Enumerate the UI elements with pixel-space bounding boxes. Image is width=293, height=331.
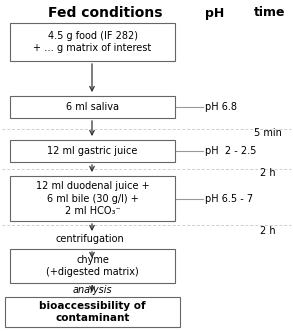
- Bar: [5, 297, 180, 327]
- Text: 4.5 g food (IF 282)
+ … g matrix of interest: 4.5 g food (IF 282) + … g matrix of inte…: [33, 30, 151, 53]
- Bar: [10, 96, 175, 118]
- Text: centrifugation: centrifugation: [55, 234, 124, 244]
- Bar: [10, 176, 175, 221]
- Text: 2 h: 2 h: [260, 168, 276, 178]
- Text: Fed conditions: Fed conditions: [48, 6, 162, 20]
- Text: time: time: [254, 7, 286, 20]
- Bar: [10, 249, 175, 283]
- Text: pH: pH: [205, 7, 225, 20]
- Text: bioaccessibility of
contaminant: bioaccessibility of contaminant: [39, 301, 146, 323]
- Bar: [10, 140, 175, 162]
- Text: 5 min: 5 min: [254, 128, 282, 138]
- Bar: [10, 23, 175, 61]
- Text: 6 ml saliva: 6 ml saliva: [66, 102, 119, 112]
- Text: pH 6.5 - 7: pH 6.5 - 7: [205, 194, 253, 204]
- Text: chyme
(+digested matrix): chyme (+digested matrix): [46, 255, 139, 277]
- Text: 12 ml gastric juice: 12 ml gastric juice: [47, 146, 138, 156]
- Text: pH 6.8: pH 6.8: [205, 102, 237, 112]
- Text: 12 ml duodenal juice +
6 ml bile (30 g/l) +
2 ml HCO₃⁻: 12 ml duodenal juice + 6 ml bile (30 g/l…: [36, 181, 149, 216]
- Text: analysis: analysis: [72, 285, 112, 295]
- Text: pH  2 - 2.5: pH 2 - 2.5: [205, 146, 256, 156]
- Text: 2 h: 2 h: [260, 226, 276, 236]
